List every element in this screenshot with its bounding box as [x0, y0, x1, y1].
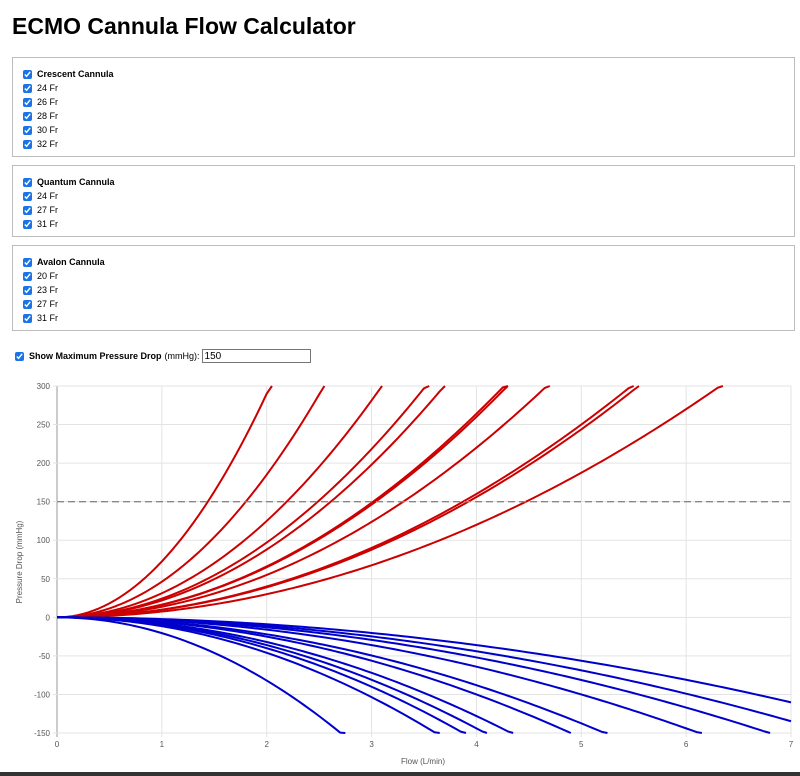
- y-axis-ticks: 300 250 200 150 100 50 0 -50 -100 -150: [34, 382, 51, 738]
- x-tick-label: 2: [264, 740, 269, 749]
- avalon-20fr-label: 20 Fr: [37, 271, 59, 281]
- quantum-24fr-checkbox[interactable]: [23, 191, 32, 201]
- return-cannula-curve: [56, 385, 724, 619]
- x-tick-label: 3: [369, 740, 374, 749]
- drainage-cannula-curve: [56, 616, 346, 734]
- x-axis-label: Flow (L/min): [401, 757, 445, 766]
- crescent-28fr-checkbox[interactable]: [23, 111, 32, 121]
- return-cannula-curve: [56, 385, 326, 619]
- crescent-28fr-option[interactable]: 28 Fr: [23, 109, 58, 123]
- show-max-pressure-drop-checkbox[interactable]: [15, 351, 24, 361]
- y-tick-label: 300: [37, 382, 51, 391]
- max-pressure-drop-input[interactable]: [201, 349, 311, 363]
- avalon-31fr-option[interactable]: 31 Fr: [23, 311, 58, 325]
- y-tick-label: 0: [46, 613, 51, 622]
- y-tick-label: 250: [37, 421, 51, 430]
- quantum-cannula-toggle[interactable]: Quantum Cannula: [23, 175, 115, 189]
- bottom-rule: [0, 772, 800, 776]
- avalon-cannula-toggle[interactable]: Avalon Cannula: [23, 255, 105, 269]
- quantum-24fr-label: 24 Fr: [37, 191, 59, 201]
- crescent-30fr-label: 30 Fr: [37, 125, 59, 135]
- avalon-cannula-label: Avalon Cannula: [37, 257, 105, 267]
- crescent-32fr-checkbox[interactable]: [23, 139, 32, 149]
- crescent-26fr-checkbox[interactable]: [23, 97, 32, 107]
- x-tick-label: 1: [160, 740, 165, 749]
- quantum-27fr-option[interactable]: 27 Fr: [23, 203, 58, 217]
- y-tick-label: 200: [37, 459, 51, 468]
- avalon-20fr-option[interactable]: 20 Fr: [23, 269, 58, 283]
- x-tick-label: 5: [579, 740, 584, 749]
- quantum-31fr-checkbox[interactable]: [23, 219, 32, 229]
- crescent-cannula-toggle[interactable]: Crescent Cannula: [23, 67, 114, 81]
- quantum-cannula-checkbox[interactable]: [23, 177, 32, 187]
- return-cannula-curve: [56, 385, 383, 619]
- avalon-31fr-checkbox[interactable]: [23, 313, 32, 323]
- y-tick-label: 150: [37, 498, 51, 507]
- crescent-26fr-label: 26 Fr: [37, 97, 59, 107]
- x-tick-label: 6: [684, 740, 689, 749]
- show-max-pressure-drop-label: Show Maximum Pressure Drop: [29, 351, 162, 361]
- quantum-27fr-checkbox[interactable]: [23, 205, 32, 215]
- crescent-32fr-label: 32 Fr: [37, 139, 59, 149]
- avalon-27fr-label: 27 Fr: [37, 299, 59, 309]
- crescent-cannula-checkbox[interactable]: [23, 69, 32, 79]
- avalon-27fr-option[interactable]: 27 Fr: [23, 297, 58, 311]
- drainage-cannula-curve: [56, 616, 792, 704]
- x-tick-label: 0: [55, 740, 60, 749]
- max-pressure-drop-control: Show Maximum Pressure Drop (mmHg):: [15, 348, 311, 364]
- x-tick-label: 4: [474, 740, 479, 749]
- y-tick-label: -50: [38, 652, 50, 661]
- avalon-23fr-option[interactable]: 23 Fr: [23, 283, 58, 297]
- x-tick-label: 7: [789, 740, 794, 749]
- y-tick-label: -150: [34, 729, 51, 738]
- chart-grid: [53, 385, 792, 737]
- avalon-20fr-checkbox[interactable]: [23, 271, 32, 281]
- avalon-31fr-label: 31 Fr: [37, 313, 59, 323]
- pressure-flow-chart: 300 250 200 150 100 50 0 -50 -100 -150 0 1 2 3 4 5 6 7 F…: [15, 382, 794, 766]
- crescent-24fr-label: 24 Fr: [37, 83, 59, 93]
- page-title: ECMO Cannula Flow Calculator: [12, 13, 356, 39]
- avalon-23fr-label: 23 Fr: [37, 285, 59, 295]
- quantum-31fr-option[interactable]: 31 Fr: [23, 217, 58, 231]
- avalon-23fr-checkbox[interactable]: [23, 285, 32, 295]
- quantum-31fr-label: 31 Fr: [37, 219, 59, 229]
- quantum-27fr-label: 27 Fr: [37, 205, 59, 215]
- crescent-cannula-label: Crescent Cannula: [37, 69, 114, 79]
- y-tick-label: 100: [37, 536, 51, 545]
- crescent-26fr-option[interactable]: 26 Fr: [23, 95, 58, 109]
- y-axis-label: Pressure Drop (mmHg): [15, 520, 24, 603]
- avalon-cannula-checkbox[interactable]: [23, 257, 32, 267]
- y-tick-label: 50: [41, 575, 50, 584]
- crescent-cannula-group: Crescent Cannula 24 Fr 26 Fr 28 Fr 30 Fr…: [12, 57, 795, 157]
- crescent-24fr-option[interactable]: 24 Fr: [23, 81, 58, 95]
- return-cannula-curve: [56, 385, 273, 619]
- return-cannula-curve: [56, 385, 446, 619]
- pressure-drop-unit-label: (mmHg):: [164, 351, 200, 361]
- x-axis-ticks: 0 1 2 3 4 5 6 7: [55, 740, 794, 749]
- crescent-24fr-checkbox[interactable]: [23, 83, 32, 93]
- crescent-28fr-label: 28 Fr: [37, 111, 59, 121]
- return-cannula-curve: [56, 385, 551, 619]
- avalon-cannula-group: Avalon Cannula 20 Fr 23 Fr 27 Fr 31 Fr: [12, 245, 795, 331]
- crescent-30fr-checkbox[interactable]: [23, 125, 32, 135]
- quantum-cannula-label: Quantum Cannula: [37, 177, 115, 187]
- avalon-27fr-checkbox[interactable]: [23, 299, 32, 309]
- quantum-cannula-group: Quantum Cannula 24 Fr 27 Fr 31 Fr: [12, 165, 795, 237]
- crescent-30fr-option[interactable]: 30 Fr: [23, 123, 58, 137]
- chart-series: [56, 385, 792, 734]
- crescent-32fr-option[interactable]: 32 Fr: [23, 137, 58, 151]
- return-cannula-curve: [56, 385, 640, 619]
- drainage-cannula-curve: [56, 616, 572, 734]
- y-tick-label: -100: [34, 690, 51, 699]
- quantum-24fr-option[interactable]: 24 Fr: [23, 189, 58, 203]
